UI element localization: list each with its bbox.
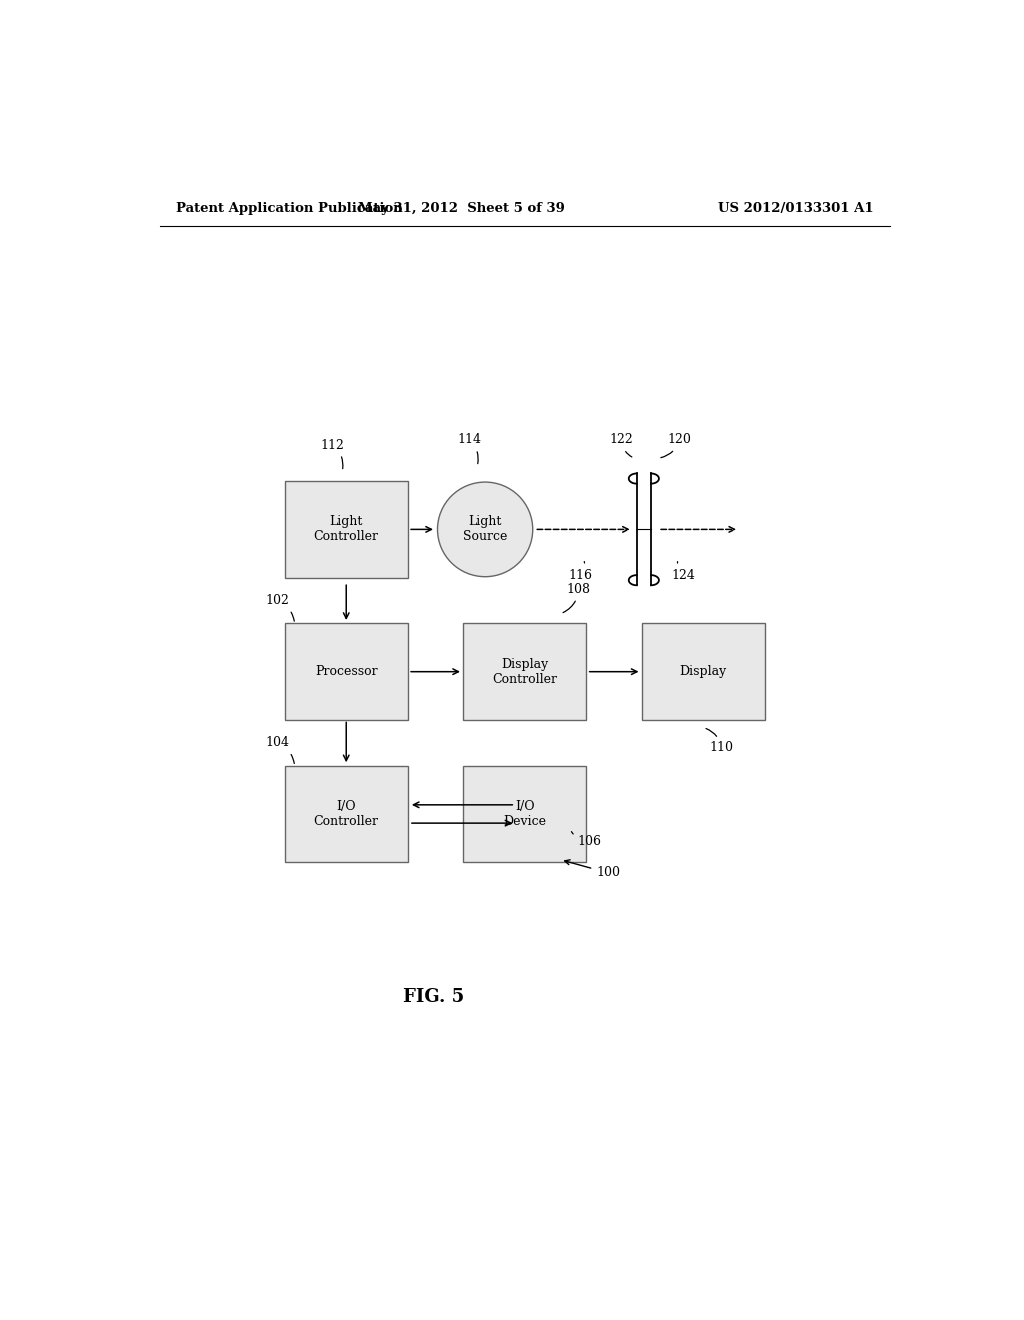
Text: I/O
Controller: I/O Controller	[313, 800, 379, 828]
Text: 108: 108	[563, 583, 591, 612]
FancyBboxPatch shape	[285, 623, 408, 719]
Ellipse shape	[437, 482, 532, 577]
Text: 110: 110	[706, 729, 733, 755]
FancyBboxPatch shape	[285, 480, 408, 578]
Text: Light
Source: Light Source	[463, 515, 507, 544]
Text: Light
Controller: Light Controller	[313, 515, 379, 544]
Text: 102: 102	[265, 594, 294, 622]
Text: May 31, 2012  Sheet 5 of 39: May 31, 2012 Sheet 5 of 39	[357, 202, 565, 215]
Text: I/O
Device: I/O Device	[504, 800, 546, 828]
Text: 100: 100	[564, 859, 621, 879]
Text: US 2012/0133301 A1: US 2012/0133301 A1	[719, 202, 873, 215]
Text: FIG. 5: FIG. 5	[402, 987, 464, 1006]
FancyBboxPatch shape	[642, 623, 765, 719]
Text: Patent Application Publication: Patent Application Publication	[176, 202, 402, 215]
Text: Display: Display	[680, 665, 727, 678]
Text: 112: 112	[321, 438, 345, 469]
FancyBboxPatch shape	[463, 766, 587, 862]
Text: Display
Controller: Display Controller	[493, 657, 557, 685]
Text: Processor: Processor	[315, 665, 378, 678]
Text: 124: 124	[672, 561, 695, 582]
Text: 114: 114	[458, 433, 481, 463]
Text: 116: 116	[568, 561, 592, 582]
Text: 104: 104	[265, 737, 294, 763]
FancyBboxPatch shape	[285, 766, 408, 862]
FancyBboxPatch shape	[463, 623, 587, 719]
Text: 106: 106	[571, 832, 602, 847]
Text: 122: 122	[609, 433, 634, 457]
Text: 120: 120	[660, 433, 691, 458]
